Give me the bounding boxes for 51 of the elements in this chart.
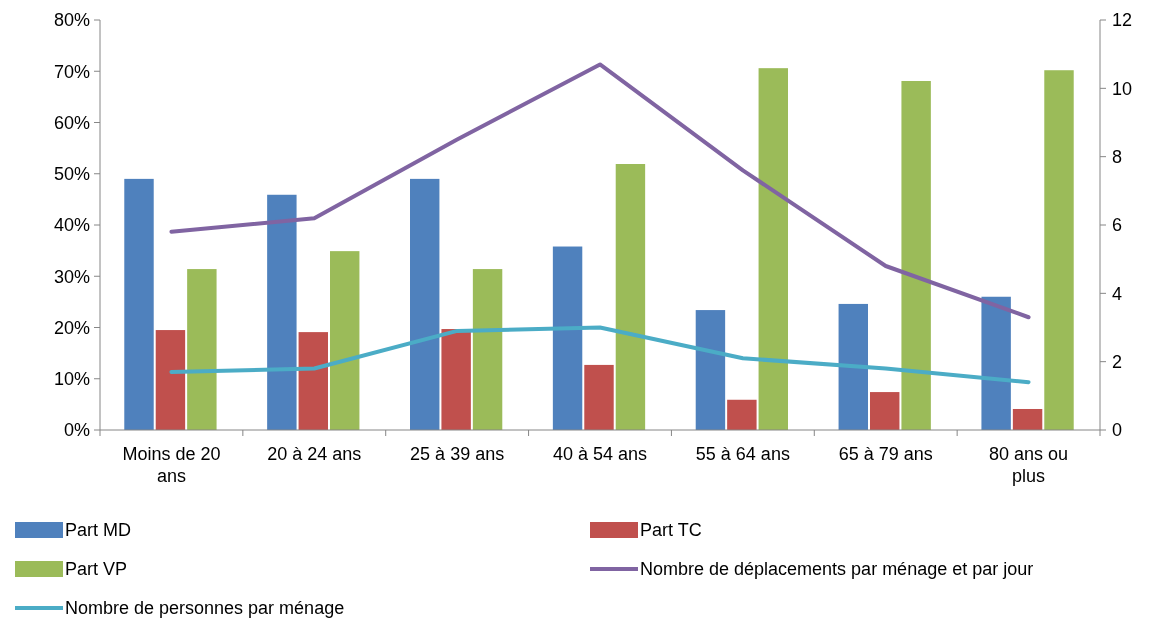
y-tick-label: 60% [53, 112, 90, 133]
bar [901, 80, 931, 430]
bar [727, 399, 757, 430]
y2-tick-label: 0 [1112, 420, 1123, 441]
x-tick-label: 20 à 24 ans [267, 444, 362, 464]
y2-tick-label: 4 [1112, 283, 1123, 304]
bar [410, 178, 440, 430]
bar [758, 68, 788, 430]
bar [615, 164, 646, 430]
bar [1044, 70, 1074, 430]
bar [695, 310, 726, 430]
y-tick-label: 20% [53, 317, 90, 338]
x-tick-label: 80 ans ou plus [989, 444, 1069, 486]
bar [870, 392, 900, 430]
x-tick-label: 40 à 54 ans [552, 444, 648, 464]
bar [472, 269, 503, 430]
bar [981, 296, 1011, 430]
bar [1012, 408, 1043, 430]
x-tick-label: 25 à 39 ans [410, 444, 505, 464]
y2-tick-label: 2 [1112, 351, 1123, 372]
legend-label: Part MD [65, 520, 132, 541]
legend-label: Nombre de déplacements par ménage et par jour [640, 559, 1034, 580]
y2-tick-label: 10 [1112, 78, 1133, 99]
bar [584, 364, 614, 430]
x-tick-label: 55 à 64 ans [695, 444, 790, 464]
bar [267, 194, 297, 430]
y-tick-label: 70% [53, 61, 90, 82]
y-tick-label: 50% [53, 164, 90, 185]
line-series [169, 62, 1031, 320]
legend-label: Part VP [65, 559, 128, 580]
bar [552, 246, 583, 430]
y-tick-label: 0% [63, 420, 90, 441]
y-tick-label: 80% [53, 10, 90, 31]
x-tick-label: Moins de 20 ans [122, 444, 221, 486]
bar [124, 178, 154, 430]
y2-tick-label: 8 [1112, 146, 1123, 167]
bar [441, 329, 471, 430]
y-tick-label: 40% [53, 215, 90, 236]
legend-label: Nombre de personnes par ménage [65, 598, 345, 619]
y2-tick-label: 6 [1112, 215, 1123, 236]
bar [330, 251, 360, 430]
x-tick-label: 65 à 79 ans [838, 444, 933, 464]
y-tick-label: 30% [53, 266, 90, 287]
bar [838, 303, 868, 430]
bar [187, 269, 217, 430]
y2-tick-label: 12 [1112, 10, 1133, 31]
bar [298, 332, 328, 430]
line-series [169, 325, 1031, 385]
bar [155, 330, 186, 430]
y-tick-label: 10% [53, 369, 90, 390]
legend-label: Part TC [640, 520, 702, 541]
